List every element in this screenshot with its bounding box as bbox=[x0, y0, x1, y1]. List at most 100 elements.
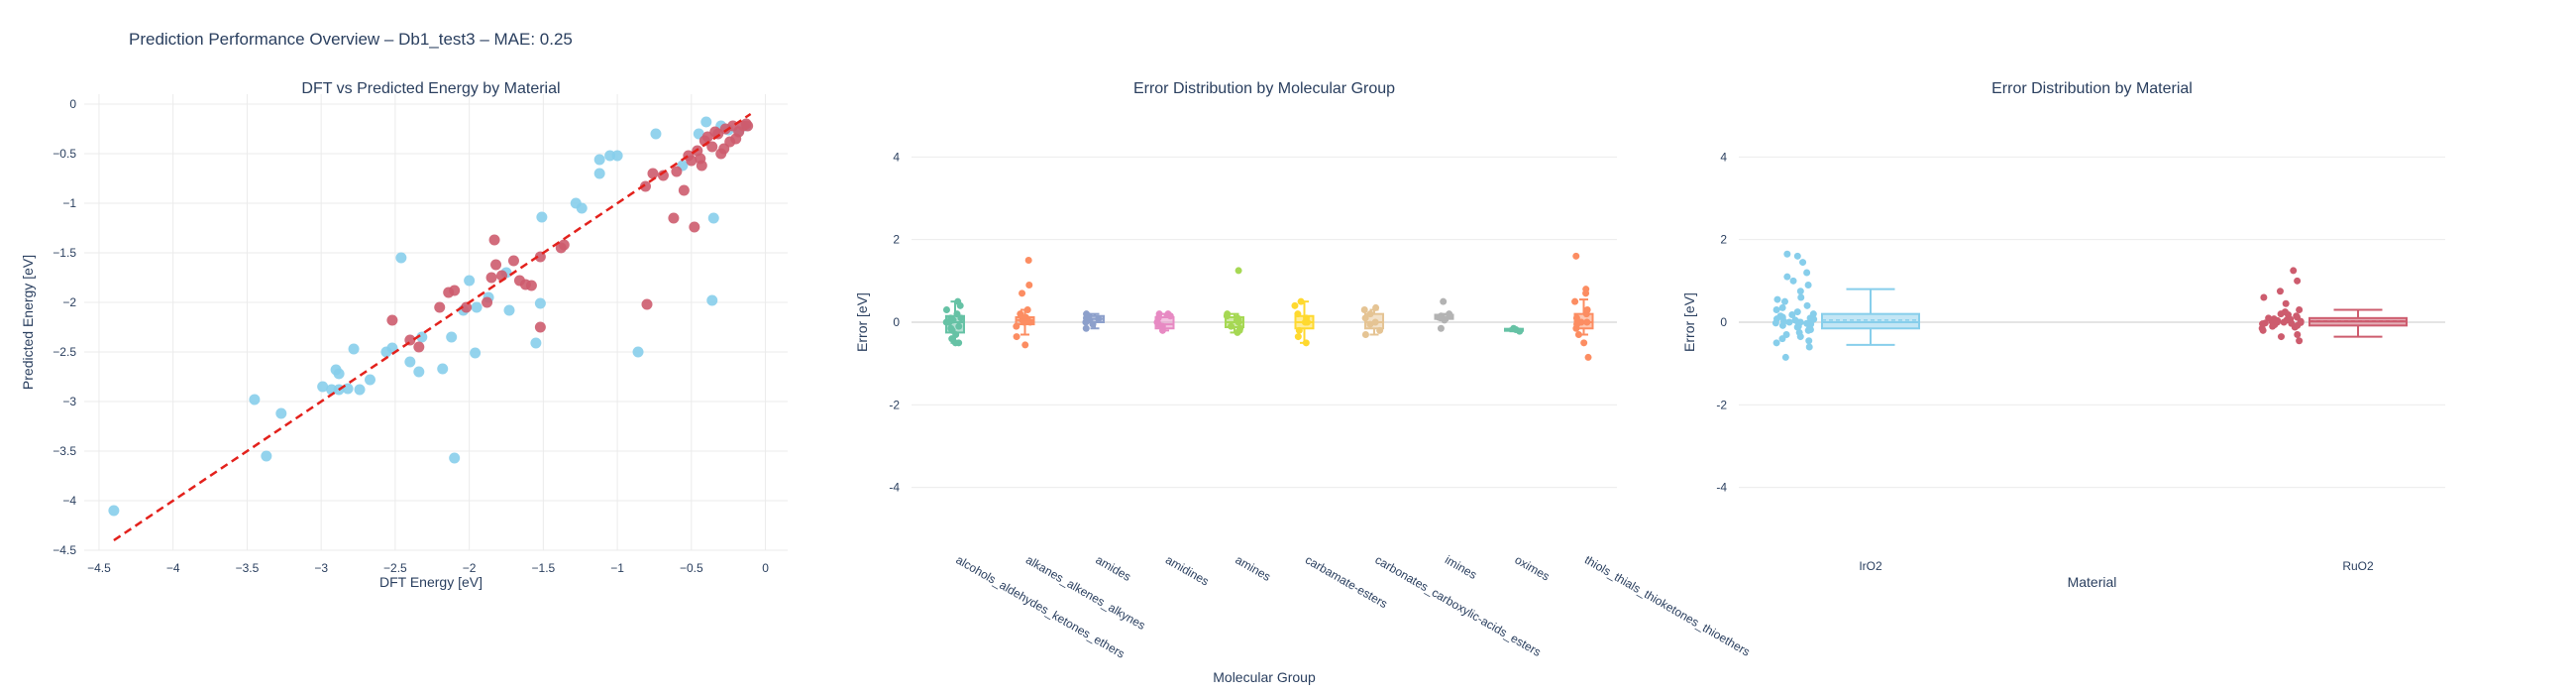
scatter-point bbox=[488, 234, 500, 246]
box-point bbox=[1021, 341, 1029, 349]
box-point bbox=[2294, 331, 2302, 338]
y-tick-label: 0 bbox=[69, 97, 76, 111]
box-point bbox=[1583, 306, 1591, 313]
box-point bbox=[1783, 273, 1791, 281]
box-point bbox=[1803, 269, 1811, 277]
box-point bbox=[1224, 310, 1232, 318]
box-point bbox=[1797, 293, 1805, 301]
scatter-point bbox=[485, 272, 497, 284]
box-point bbox=[2293, 312, 2301, 320]
scatter-point bbox=[534, 297, 546, 309]
x-tick-label: alkanes_alkenes_alkynes bbox=[1023, 552, 1147, 633]
box-point bbox=[1785, 318, 1793, 326]
box-point bbox=[1360, 306, 1368, 313]
x-tick-label: imines bbox=[1443, 552, 1479, 581]
scatter-point bbox=[416, 331, 428, 343]
scatter-point bbox=[461, 301, 473, 313]
box-point bbox=[1437, 324, 1445, 332]
y-tick-label: 0 bbox=[893, 315, 900, 329]
y-tick-label: −4.5 bbox=[53, 543, 76, 557]
box-point bbox=[1019, 289, 1026, 297]
box-point bbox=[2281, 308, 2289, 316]
scatter-point bbox=[464, 275, 476, 287]
scatter-point bbox=[706, 294, 718, 306]
scatter-point bbox=[686, 155, 698, 167]
x-tick-label: −3.5 bbox=[236, 561, 260, 575]
scatter-point bbox=[446, 331, 458, 343]
panel-title: DFT vs Predicted Energy by Material bbox=[301, 80, 560, 97]
box-point bbox=[2273, 317, 2281, 325]
scatter-point bbox=[657, 170, 669, 181]
scatter-point bbox=[449, 285, 461, 296]
box-point bbox=[1361, 331, 1369, 338]
y-axis-label: Predicted Energy [eV] bbox=[20, 255, 36, 390]
y-axis-label: Error [eV] bbox=[1681, 292, 1697, 352]
scatter-point bbox=[354, 384, 366, 396]
scatter-point bbox=[678, 184, 690, 196]
scatter-point bbox=[449, 452, 461, 464]
scatter-point bbox=[317, 381, 329, 393]
box-point bbox=[1773, 295, 1781, 303]
box-point bbox=[1799, 259, 1807, 267]
scatter-point bbox=[413, 341, 425, 353]
scatter-point bbox=[275, 407, 287, 419]
box-point bbox=[1793, 308, 1801, 316]
scatter-point bbox=[650, 128, 662, 140]
scatter-point bbox=[641, 298, 653, 310]
box-point bbox=[1584, 353, 1592, 361]
y-tick-label: -4 bbox=[889, 481, 900, 495]
box bbox=[1154, 316, 1175, 330]
figure-title: Prediction Performance Overview – Db1_te… bbox=[129, 30, 573, 49]
box-point bbox=[1806, 326, 1814, 333]
y-tick-label: −4 bbox=[62, 494, 76, 508]
x-tick-label: RuO2 bbox=[2342, 559, 2374, 573]
scatter-point bbox=[404, 356, 416, 368]
panel-title: Error Distribution by Material bbox=[1991, 80, 2193, 97]
y-tick-label: −3 bbox=[62, 395, 76, 408]
box-panel-3: 4 2 0 -2 -4 Error Distribution by Material Err… bbox=[1681, 80, 2445, 590]
scatter-point bbox=[611, 150, 623, 162]
y-tick-label: −1 bbox=[62, 196, 76, 210]
scatter-point bbox=[640, 180, 652, 192]
box bbox=[1821, 312, 1920, 330]
scatter-point bbox=[482, 296, 493, 308]
box-point bbox=[1574, 331, 1582, 338]
box-point bbox=[2260, 293, 2268, 301]
box-point bbox=[1805, 337, 1813, 345]
box-point bbox=[1796, 288, 1804, 295]
x-tick-label: −1 bbox=[610, 561, 624, 575]
y-tick-label: 2 bbox=[893, 233, 900, 247]
scatter-point bbox=[671, 166, 683, 177]
box-point bbox=[2287, 315, 2295, 323]
box-point bbox=[2276, 288, 2284, 295]
scatter-point bbox=[632, 346, 644, 358]
y-tick-label: −0.5 bbox=[53, 147, 76, 161]
scatter-point bbox=[534, 321, 546, 333]
box-point bbox=[1580, 339, 1588, 347]
scatter-point bbox=[249, 394, 261, 405]
scatter-point bbox=[364, 374, 376, 386]
x-tick-label: −1.5 bbox=[532, 561, 556, 575]
scatter-point bbox=[530, 337, 542, 349]
box-point bbox=[1781, 353, 1789, 361]
box-point bbox=[2265, 314, 2273, 322]
y-tick-label: −3.5 bbox=[53, 444, 76, 458]
scatter-point bbox=[536, 211, 548, 223]
box-point bbox=[1294, 333, 1302, 341]
scatter-point bbox=[576, 202, 588, 214]
scatter-point bbox=[386, 314, 398, 326]
box-point bbox=[1082, 324, 1090, 332]
box-point bbox=[1809, 310, 1817, 318]
scatter-point bbox=[507, 255, 519, 267]
box-point bbox=[1803, 319, 1811, 327]
y-tick-label: 4 bbox=[893, 150, 900, 164]
scatter-point bbox=[490, 259, 502, 271]
box-point bbox=[1155, 310, 1163, 318]
scatter-point bbox=[558, 239, 570, 251]
scatter-point bbox=[593, 168, 605, 179]
scatter-point bbox=[700, 116, 712, 128]
box-point bbox=[2290, 267, 2298, 275]
box bbox=[1573, 312, 1594, 330]
box-point bbox=[1803, 301, 1811, 309]
